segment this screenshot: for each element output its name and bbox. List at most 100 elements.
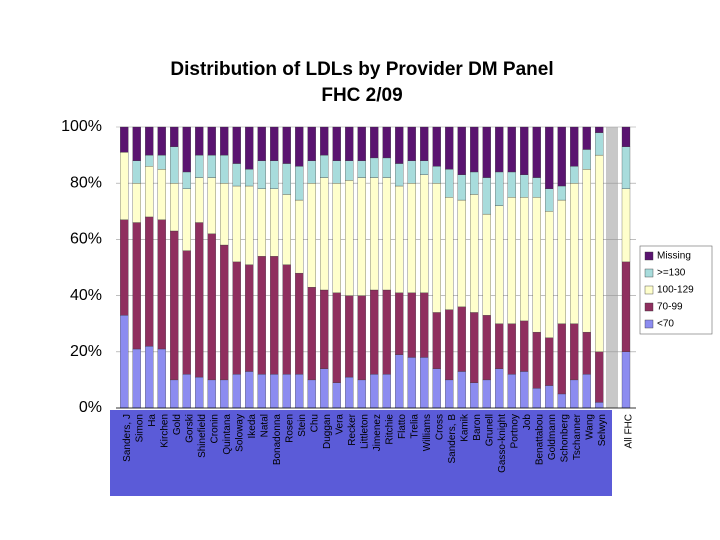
bar-segment — [207, 126, 216, 156]
bar-segment — [270, 374, 279, 409]
legend-label: 70-99 — [657, 302, 683, 313]
legend-swatch — [644, 285, 654, 295]
x-tick-label: Quintana — [222, 414, 233, 455]
bar-segment — [232, 261, 241, 375]
bar-segment — [420, 357, 429, 409]
bar-segment — [495, 171, 504, 206]
bar-segment — [320, 154, 329, 178]
y-tick-label: 40% — [70, 287, 102, 304]
bar-segment — [520, 126, 529, 175]
bar-segment — [507, 323, 516, 375]
bar-segment — [557, 185, 566, 201]
bar-segment — [457, 199, 466, 307]
legend-swatch — [644, 268, 654, 278]
legend-swatch — [644, 319, 654, 329]
bar-segment — [432, 126, 441, 167]
bar-segment — [432, 166, 441, 184]
bar-segment — [270, 160, 279, 189]
bar-segment — [320, 368, 329, 409]
bar-segment — [382, 289, 391, 375]
bar-segment — [307, 160, 316, 184]
bar-segment — [307, 126, 316, 161]
bar-segment — [195, 154, 204, 178]
bar-segment — [220, 183, 229, 246]
bar-segment — [132, 348, 141, 409]
bar-segment — [170, 146, 179, 184]
bar-segment — [482, 379, 491, 409]
bar-segment — [532, 388, 541, 409]
x-tick-label: Chu — [309, 414, 320, 432]
bar-segment — [532, 197, 541, 333]
bar-segment — [595, 126, 604, 133]
bar-segment — [570, 379, 579, 409]
bar-segment — [532, 331, 541, 389]
bar-segment — [157, 219, 166, 350]
bar-segment — [232, 374, 241, 409]
x-tick-label: Portnoy — [509, 414, 520, 448]
bar-segment — [120, 219, 129, 316]
bar-segment — [582, 168, 591, 333]
x-tick-label: Job — [522, 414, 533, 431]
legend-label: 100-129 — [657, 285, 694, 296]
x-tick-label: Benattabou — [534, 414, 545, 465]
bar-segment — [470, 194, 479, 313]
bar-segment — [245, 168, 254, 187]
bar-segment — [345, 160, 354, 181]
bar-segment — [245, 126, 254, 170]
bar-segment — [532, 126, 541, 178]
x-tick-label: Ritchie — [384, 414, 395, 445]
x-tick-label: Kirchen — [159, 414, 170, 448]
bar-segment — [621, 188, 631, 263]
bar-segment — [395, 185, 404, 293]
bar-segment — [445, 379, 454, 409]
x-tick-label: Duggan — [322, 414, 333, 449]
bar-segment — [395, 126, 404, 164]
bar-segment — [570, 323, 579, 381]
bar-segment — [420, 126, 429, 161]
bar-segment — [557, 323, 566, 395]
bar-segment — [520, 197, 529, 322]
bar-segment — [457, 126, 466, 175]
bar-segment — [420, 160, 429, 175]
bar-segment — [232, 126, 241, 164]
bar-segment — [582, 331, 591, 375]
x-tick-label: Sanders, B — [447, 414, 458, 464]
bar-segment — [470, 312, 479, 383]
bar-segment — [495, 205, 504, 324]
bar-segment — [395, 163, 404, 187]
bar-segment — [520, 320, 529, 372]
bar-segment — [432, 312, 441, 369]
bar-segment — [520, 371, 529, 409]
x-tick-label: Williams — [422, 414, 433, 451]
bar-segment — [457, 306, 466, 372]
bar-segment — [182, 171, 191, 189]
bar-segment — [570, 166, 579, 184]
x-tick-label: Jimenez — [372, 414, 383, 451]
bar-segment — [432, 183, 441, 313]
bar-segment — [570, 183, 579, 324]
bar-segment — [357, 295, 366, 381]
bar-segment — [245, 185, 254, 265]
bar-segment — [220, 379, 229, 409]
x-tick-label: Flatto — [397, 414, 408, 439]
bar-segment — [407, 183, 416, 293]
x-tick-label: Natal — [259, 414, 270, 437]
bar-segment — [332, 126, 341, 161]
bar-segment — [370, 177, 379, 291]
x-tick-label: Simon — [134, 414, 145, 442]
bar-segment — [445, 309, 454, 381]
bar-segment — [482, 177, 491, 215]
x-tick-label: Selwyn — [597, 414, 608, 446]
label-band — [110, 410, 612, 496]
bar-segment — [157, 168, 166, 220]
bar-segment — [382, 177, 391, 291]
bar-segment — [195, 177, 204, 223]
legend-swatch — [644, 251, 654, 261]
bar-segment — [157, 348, 166, 409]
bar-segment — [545, 188, 554, 212]
bar-segment — [482, 315, 491, 381]
bar-segment — [332, 292, 341, 383]
bar-segment — [207, 233, 216, 381]
x-tick-label: Bonadonna — [272, 414, 283, 466]
bar-segment — [582, 374, 591, 409]
